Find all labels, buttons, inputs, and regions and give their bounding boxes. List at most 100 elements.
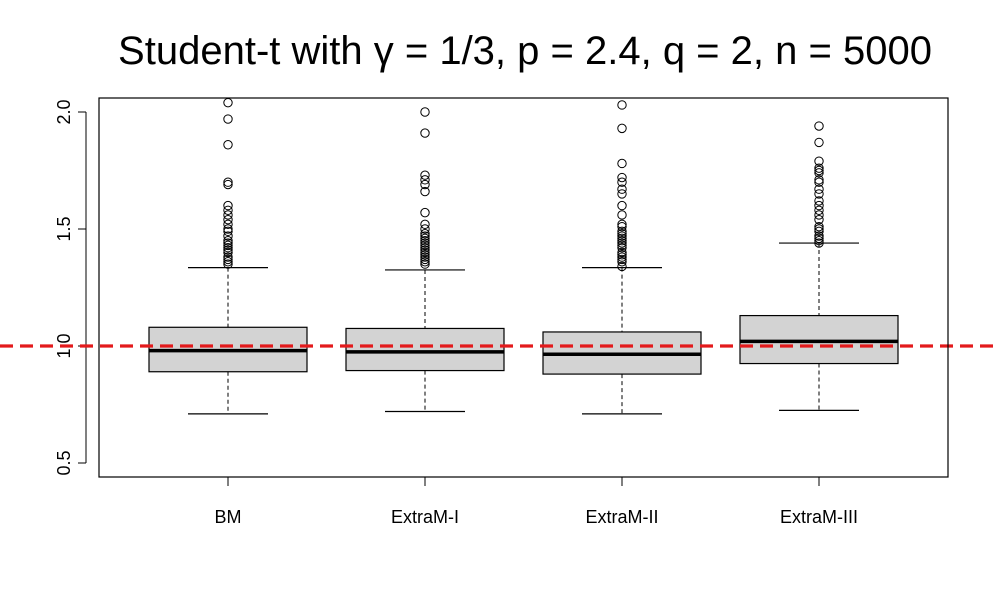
outlier-point [617, 254, 627, 265]
box [739, 314, 899, 365]
x-tick-label: ExtraM-I [391, 507, 459, 527]
outlier-point [223, 219, 233, 230]
outlier-point [617, 226, 627, 237]
outlier-point [420, 236, 430, 246]
outlier-point [617, 189, 627, 199]
outlier-point [223, 179, 233, 190]
outlier-point [814, 210, 824, 220]
outlier-point [814, 177, 824, 187]
outlier-point [814, 168, 824, 178]
outlier-point [617, 236, 627, 246]
outlier-point [617, 228, 627, 239]
outlier-point [814, 175, 824, 185]
outlier-point [617, 238, 627, 248]
outlier-point [617, 177, 627, 187]
outlier-point [814, 221, 824, 232]
outlier-point [420, 219, 430, 230]
outlier-point [223, 214, 233, 225]
outlier-point [814, 224, 824, 234]
outlier-point [223, 210, 233, 220]
outlier-point [420, 231, 430, 241]
outlier-point [420, 252, 430, 262]
outlier-point [814, 200, 824, 211]
outlier-point [223, 114, 233, 124]
outlier-point [420, 254, 430, 265]
outlier-point [223, 205, 233, 215]
y-tick-label: 0.5 [54, 450, 74, 475]
outlier-point [223, 247, 233, 258]
outlier-point [617, 221, 627, 232]
outlier-point [617, 123, 627, 134]
outlier-point [420, 128, 430, 138]
outlier-point [814, 233, 824, 244]
outlier-point [223, 200, 233, 211]
outlier-point [420, 247, 430, 258]
outlier-point [617, 100, 627, 110]
outlier-point [617, 240, 627, 251]
outlier-point [420, 240, 430, 251]
outlier-point [223, 231, 233, 241]
outlier-point [617, 158, 627, 169]
x-tick-label: ExtraM-III [780, 507, 858, 527]
outlier-point [814, 231, 824, 241]
outlier-point [223, 224, 233, 234]
outlier-point [617, 231, 627, 241]
outlier-point [420, 186, 430, 197]
x-tick-label: BM [215, 507, 242, 527]
outlier-point [223, 245, 233, 255]
outlier-point [617, 219, 627, 230]
outlier-point [420, 179, 430, 190]
outlier-point [420, 224, 430, 234]
outlier-point [617, 184, 627, 194]
outlier-point [617, 172, 627, 183]
chart-title: Student-t with γ = 1/3, p = 2.4, q = 2, … [118, 29, 932, 73]
outlier-point [223, 226, 233, 237]
outlier-point [617, 243, 627, 253]
outlier-point [223, 97, 233, 108]
plot-area: 0.51.01.52.0BM ExtraM-I ExtraM-II ExtraM-II… [0, 97, 1000, 527]
outlier-point [420, 170, 430, 180]
outlier-point [814, 163, 824, 173]
outlier-point [420, 245, 430, 255]
y-tick-label: 2.0 [54, 99, 74, 124]
outlier-point [420, 259, 430, 269]
outlier-point [617, 233, 627, 244]
outlier-point [223, 252, 233, 262]
outlier-point [814, 226, 824, 237]
outlier-point [617, 252, 627, 262]
outlier-point [223, 243, 233, 253]
outlier-point [814, 196, 824, 206]
outlier-point [617, 210, 627, 220]
outlier-point [617, 257, 627, 267]
outlier-point [814, 165, 824, 176]
outlier-point [223, 238, 233, 248]
outlier-point [420, 207, 430, 218]
outlier-point [814, 184, 824, 194]
outlier-point [617, 250, 627, 260]
x-tick-label: ExtraM-II [585, 507, 658, 527]
outlier-point [814, 189, 824, 199]
outlier-point [223, 177, 233, 187]
outlier-point [617, 247, 627, 258]
outlier-point [814, 238, 824, 248]
outlier-point [617, 200, 627, 211]
outlier-point [814, 214, 824, 225]
outlier-point [420, 257, 430, 267]
outlier-point [814, 137, 824, 148]
outlier-point [814, 205, 824, 215]
outlier-point [814, 236, 824, 246]
outlier-point [223, 254, 233, 265]
outlier-point [814, 156, 824, 166]
box [345, 327, 505, 372]
outlier-point [223, 140, 233, 150]
outlier-point [420, 233, 430, 244]
outlier-point [420, 175, 430, 185]
outlier-point [420, 107, 430, 117]
outlier-point [420, 238, 430, 248]
outlier-point [223, 257, 233, 267]
outlier-point [223, 236, 233, 246]
outlier-point [617, 261, 627, 272]
outlier-point [420, 243, 430, 253]
y-tick-label: 1.5 [54, 216, 74, 241]
